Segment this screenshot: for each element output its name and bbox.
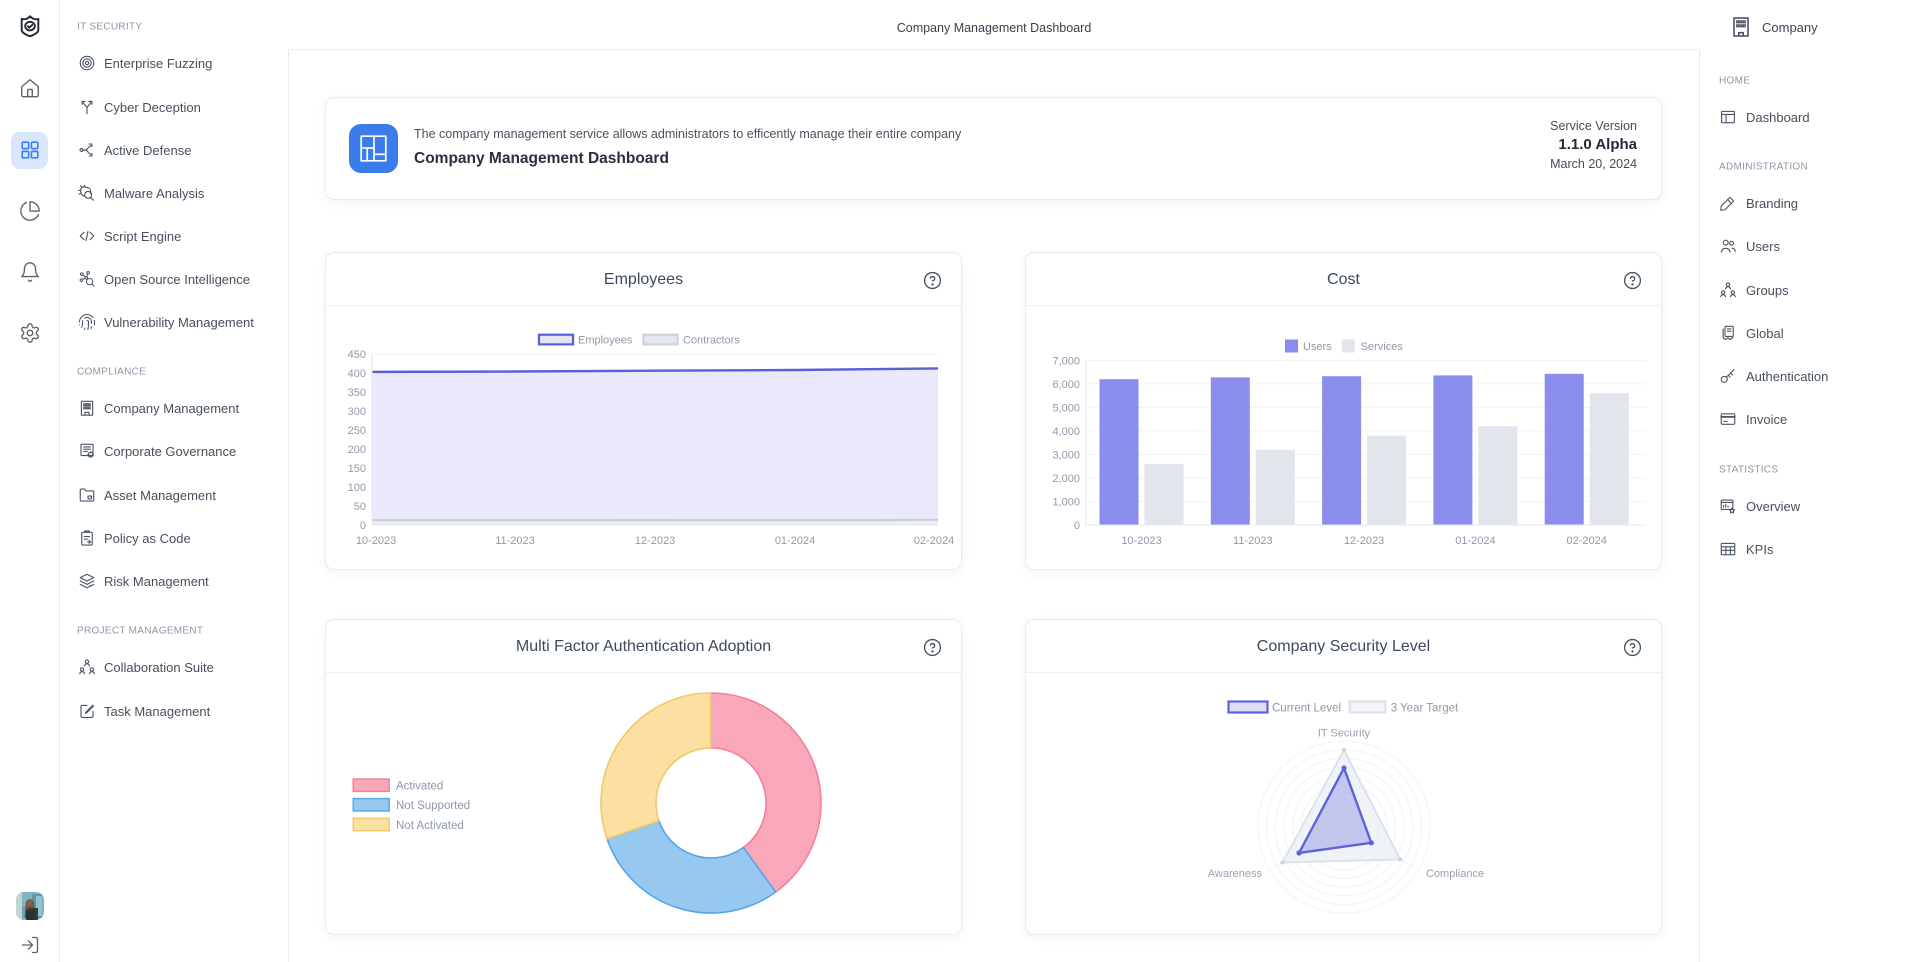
svg-text:5,000: 5,000 bbox=[1052, 402, 1080, 414]
svg-text:150: 150 bbox=[348, 463, 366, 475]
svg-text:4,000: 4,000 bbox=[1052, 426, 1080, 438]
svg-text:450: 450 bbox=[348, 349, 366, 361]
svg-text:02-2024: 02-2024 bbox=[1567, 535, 1607, 547]
svg-text:Activated: Activated bbox=[396, 781, 443, 793]
svg-text:11-2023: 11-2023 bbox=[1233, 535, 1273, 547]
svg-text:0: 0 bbox=[360, 520, 366, 532]
svg-text:200: 200 bbox=[348, 444, 366, 456]
svg-text:01-2024: 01-2024 bbox=[1455, 535, 1495, 547]
svg-text:400: 400 bbox=[348, 368, 366, 380]
svg-text:Not Activated: Not Activated bbox=[396, 820, 464, 832]
svg-text:Current Level: Current Level bbox=[1272, 703, 1341, 715]
svg-text:Awareness: Awareness bbox=[1208, 868, 1263, 880]
svg-text:1,000: 1,000 bbox=[1052, 497, 1080, 509]
svg-text:2,000: 2,000 bbox=[1052, 473, 1080, 485]
svg-text:10-2023: 10-2023 bbox=[356, 535, 396, 547]
svg-text:Contractors: Contractors bbox=[683, 335, 740, 347]
svg-text:Employees: Employees bbox=[578, 335, 633, 347]
svg-text:01-2024: 01-2024 bbox=[775, 535, 815, 547]
svg-text:100: 100 bbox=[348, 482, 366, 494]
svg-text:300: 300 bbox=[348, 406, 366, 418]
svg-text:350: 350 bbox=[348, 387, 366, 399]
svg-text:7,000: 7,000 bbox=[1052, 355, 1080, 367]
svg-text:Services: Services bbox=[1361, 341, 1404, 353]
svg-text:3,000: 3,000 bbox=[1052, 450, 1080, 462]
svg-text:0: 0 bbox=[1074, 520, 1080, 532]
svg-text:250: 250 bbox=[348, 425, 366, 437]
svg-text:12-2023: 12-2023 bbox=[1344, 535, 1384, 547]
svg-text:11-2023: 11-2023 bbox=[495, 535, 535, 547]
svg-text:50: 50 bbox=[354, 501, 366, 513]
svg-text:Users: Users bbox=[1303, 341, 1332, 353]
svg-text:6,000: 6,000 bbox=[1052, 379, 1080, 391]
svg-text:3 Year Target: 3 Year Target bbox=[1391, 703, 1459, 715]
svg-text:IT Security: IT Security bbox=[1318, 728, 1371, 740]
svg-text:12-2023: 12-2023 bbox=[635, 535, 675, 547]
svg-text:10-2023: 10-2023 bbox=[1121, 535, 1161, 547]
svg-text:Not Supported: Not Supported bbox=[396, 800, 470, 812]
svg-text:02-2024: 02-2024 bbox=[914, 535, 954, 547]
svg-text:Compliance: Compliance bbox=[1426, 868, 1484, 880]
